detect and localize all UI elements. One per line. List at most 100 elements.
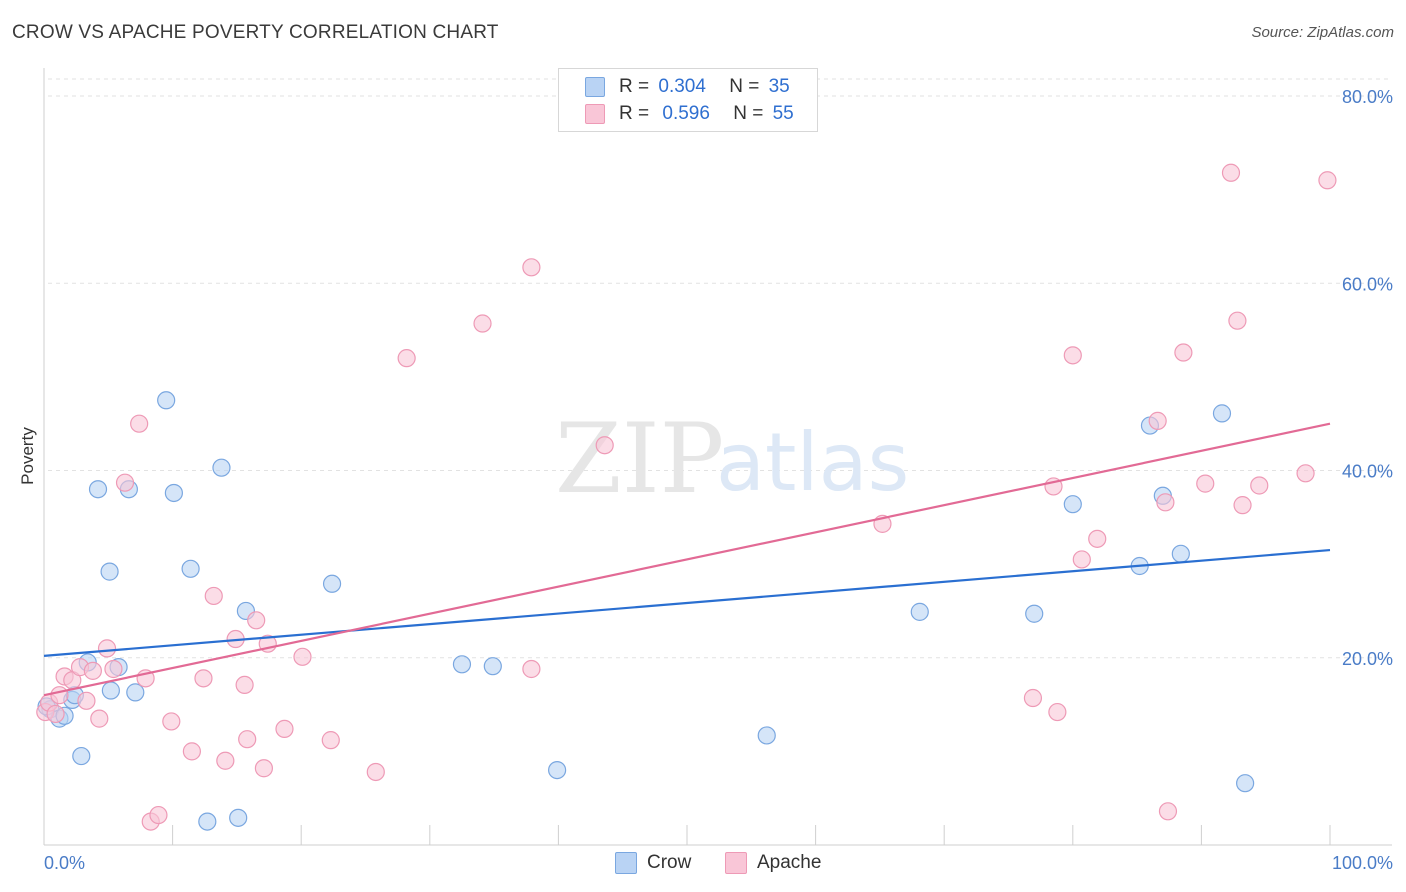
apache-point-26 [254,759,274,778]
crow-point-17 [212,458,231,477]
correlation-legend: R = 0.304 N = 35 R = 0.596 N = 55 [558,68,818,132]
crow-point-18 [229,808,248,827]
source-label: Source: ZipAtlas.com [1251,24,1394,41]
crow-point-20 [322,574,342,593]
crow-trend-line [43,548,1331,657]
apache-point-10 [97,639,117,658]
crow-swatch [585,77,605,97]
x-ticks [172,825,1331,845]
crow-point-27 [1063,495,1082,514]
y-tick-labels: 20.0% 40.0% 60.0% 80.0% [1342,87,1393,669]
apache-point-49 [1221,163,1241,182]
apache-point-25 [247,611,266,630]
crow-point-8 [100,562,119,581]
apache-point-40 [1048,702,1067,722]
apache-point-44 [1148,411,1167,430]
apache-point-28 [275,719,294,739]
apache-point-47 [1174,343,1193,362]
crow-point-21 [452,655,472,674]
crow-point-31 [1171,544,1190,563]
apache-legend-label: Apache [757,852,822,873]
y-tick-label-80: 80.0% [1342,87,1393,107]
apache-point-30 [321,731,340,750]
apache-point-54 [1318,171,1337,190]
apache-point-9 [90,709,109,728]
apache-point-33 [473,314,492,333]
apache-point-31 [366,762,385,782]
apache-point-34 [522,659,541,679]
apache-point-32 [397,349,416,368]
crow-point-15 [181,559,200,578]
crow-r-value: 0.304 [658,76,706,97]
watermark-zip: ZIP [555,403,724,515]
crow-point-7 [88,480,108,499]
apache-point-11 [104,659,123,679]
apache-point-3 [50,686,69,705]
x-tick-label-max: 100.0% [1332,853,1393,873]
apache-n-label: N = [733,103,764,124]
crow-point-9 [101,681,120,700]
x-tick-label-min: 0.0% [44,853,85,873]
apache-point-41 [1063,346,1082,365]
apache-points [36,163,1337,831]
apache-trend-line [43,422,1331,697]
crow-n-label: N = [729,76,760,97]
y-tick-label-20: 20.0% [1342,649,1393,669]
crow-point-23 [548,760,567,780]
apache-point-51 [1233,496,1252,515]
watermark-atlas: atlas [716,416,909,509]
apache-point-46 [1158,802,1178,821]
apache-legend-swatch [725,852,747,874]
crow-point-12 [126,683,145,702]
apache-point-53 [1296,464,1315,483]
watermark: ZIP atlas [555,403,909,515]
apache-point-24 [238,730,257,749]
apache-point-48 [1196,474,1215,493]
apache-point-7 [77,691,96,710]
apache-point-23 [235,675,254,695]
crow-r-label: R = [619,76,650,97]
gridlines [48,78,1392,659]
apache-point-19 [194,669,213,688]
apache-point-42 [1072,550,1091,569]
crow-point-25 [910,602,929,621]
crow-legend-swatch [615,852,637,874]
apache-point-18 [182,742,201,761]
apache-point-52 [1250,476,1269,495]
crow-point-22 [483,657,502,676]
apache-point-17 [162,712,181,731]
apache-point-29 [293,647,312,666]
crow-point-5 [72,746,91,766]
crow-point-24 [757,726,776,745]
trend-lines [43,422,1331,697]
crow-point-33 [1236,774,1255,793]
crow-n-value: 35 [768,76,790,97]
apache-r-label: R = [619,103,650,124]
chart-title: CROW VS APACHE POVERTY CORRELATION CHART [12,22,499,43]
crow-legend-label: Crow [647,852,692,873]
crow-point-32 [1212,404,1232,423]
apache-r-value: 0.596 [662,103,710,124]
y-tick-label-40: 40.0% [1342,462,1393,482]
apache-point-38 [1023,688,1043,708]
y-tick-label-60: 60.0% [1342,274,1393,294]
apache-point-13 [130,414,149,433]
apache-point-2 [46,704,65,724]
apache-point-50 [1228,311,1247,330]
apache-point-35 [522,258,541,277]
apache-point-20 [204,586,223,606]
y-axis-label: Poverty [18,427,37,485]
crow-point-16 [198,812,217,831]
apache-swatch [585,104,605,124]
apache-point-12 [115,473,135,492]
apache-point-36 [595,436,614,455]
apache-point-43 [1088,529,1107,548]
apache-n-value: 55 [772,103,794,124]
apache-point-21 [216,751,235,770]
crow-point-14 [164,483,183,503]
crow-point-26 [1025,604,1044,623]
crow-point-13 [157,391,176,410]
apache-point-16 [149,805,168,825]
apache-point-45 [1156,493,1175,512]
